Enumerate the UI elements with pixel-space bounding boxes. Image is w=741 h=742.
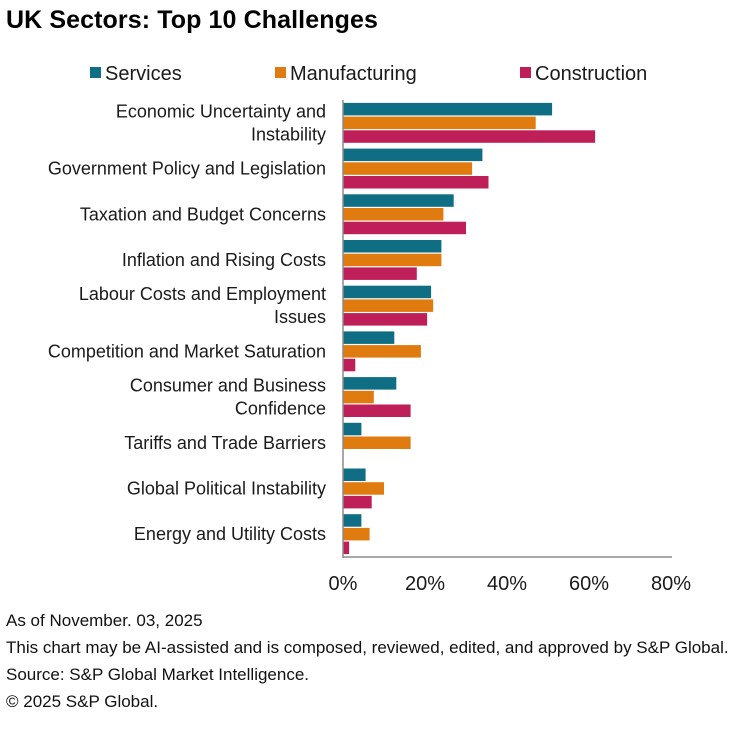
bar-manufacturing-4 (343, 253, 442, 267)
bar-construction-9 (343, 495, 372, 509)
category-label-2: Government Policy and Legislation (48, 159, 326, 179)
bar-services-6 (343, 331, 395, 344)
bars-group (343, 102, 596, 555)
category-label-9: Global Political Instability (127, 479, 326, 499)
bar-manufacturing-1 (343, 116, 536, 130)
category-label-3: Taxation and Budget Concerns (80, 204, 326, 224)
bar-construction-1 (343, 130, 596, 143)
legend-label-services: Services (105, 63, 182, 85)
category-label-7: Consumer and Business Confidence (130, 376, 326, 419)
category-label-4: Inflation and Rising Costs (122, 250, 326, 270)
bar-services-9 (343, 468, 366, 481)
category-label-1: Economic Uncertainty and Instability (116, 101, 326, 144)
bar-chart: Services Manufacturing Construction Econom… (48, 63, 691, 595)
x-tick-label-40: 40% (487, 573, 527, 595)
bar-construction-5 (343, 313, 428, 326)
bar-services-4 (343, 240, 442, 253)
legend-swatch-manufacturing (275, 67, 286, 78)
chart-title: UK Sectors: Top 10 Challenges (6, 6, 378, 34)
bar-construction-2 (343, 176, 489, 189)
bar-manufacturing-8 (343, 436, 411, 449)
legend-label-manufacturing: Manufacturing (290, 63, 417, 85)
footnotes: As of November. 03, 2025 This chart may … (6, 611, 741, 712)
bar-construction-6 (343, 358, 356, 372)
bar-services-3 (343, 194, 454, 207)
as-of-date: As of November. 03, 2025 (6, 611, 203, 630)
legend-label-construction: Construction (535, 63, 647, 85)
copyright-note: © 2025 S&P Global. (6, 692, 159, 711)
category-label-5: Labour Costs and Employment Issues (79, 284, 326, 327)
bar-services-10 (343, 514, 362, 527)
category-labels: Economic Uncertainty and Instability Gover… (48, 101, 326, 544)
x-tick-label-60: 60% (569, 573, 609, 595)
category-label-8: Tariffs and Trade Barriers (124, 433, 326, 453)
bar-construction-4 (343, 267, 417, 280)
legend-swatch-construction (520, 67, 531, 78)
source-note: Source: S&P Global Market Intelligence. (6, 665, 310, 684)
category-label-10: Energy and Utility Costs (134, 524, 326, 544)
bar-construction-3 (343, 221, 466, 235)
ai-disclaimer: This chart may be AI-assisted and is com… (6, 638, 729, 657)
bar-services-2 (343, 148, 483, 162)
bar-services-5 (343, 285, 432, 299)
bar-manufacturing-10 (343, 527, 370, 541)
axes: 0% 20% 40% 60% 80% (329, 100, 691, 595)
bar-manufacturing-6 (343, 345, 421, 358)
legend-swatch-services (90, 67, 101, 78)
category-label-6: Competition and Market Saturation (48, 341, 326, 361)
bar-manufacturing-3 (343, 208, 444, 221)
x-tick-label-80: 80% (651, 573, 691, 595)
bar-manufacturing-9 (343, 482, 384, 495)
bar-services-7 (343, 377, 397, 390)
x-tick-label-20: 20% (405, 573, 445, 595)
legend: Services Manufacturing Construction (90, 63, 647, 85)
bar-manufacturing-7 (343, 390, 374, 404)
bar-manufacturing-5 (343, 299, 434, 312)
bar-manufacturing-2 (343, 162, 473, 175)
bar-construction-7 (343, 404, 411, 417)
x-tick-label-0: 0% (329, 573, 358, 595)
bar-services-1 (343, 102, 553, 116)
bar-construction-10 (343, 541, 350, 555)
bar-services-8 (343, 422, 362, 436)
